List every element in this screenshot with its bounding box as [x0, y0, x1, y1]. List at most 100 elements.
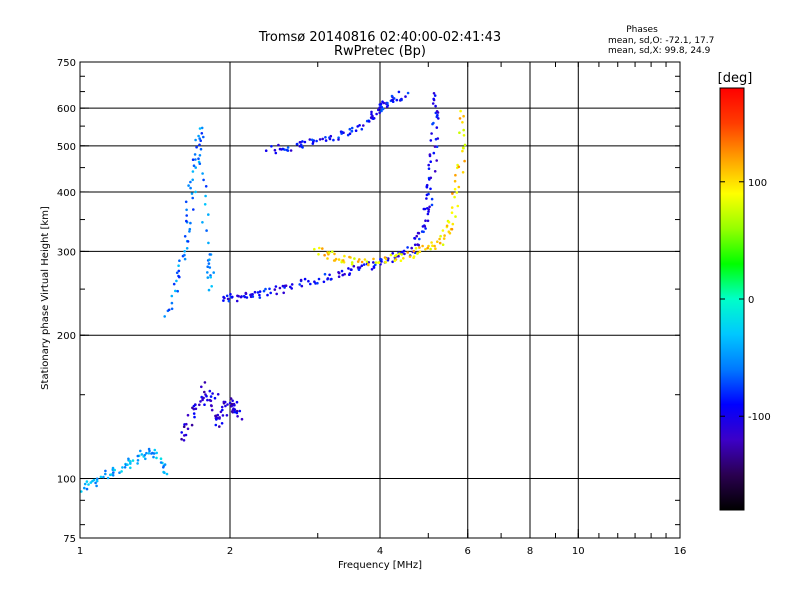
echo-point [350, 126, 354, 130]
echo-point [298, 144, 302, 148]
echo-point [462, 114, 465, 118]
echo-point [209, 395, 213, 398]
echo-point [207, 213, 210, 216]
echo-point [375, 112, 378, 116]
echo-point [199, 400, 202, 403]
echo-point [310, 138, 314, 142]
echo-point [453, 195, 456, 199]
echo-point [194, 190, 197, 194]
echo-point [236, 415, 239, 418]
echo-point [317, 253, 320, 256]
echo-point [427, 167, 431, 170]
echo-point [337, 275, 341, 279]
echo-point [425, 185, 429, 188]
echo-point [436, 240, 439, 243]
echo-point [191, 170, 195, 173]
echo-point [406, 91, 410, 95]
echo-point [458, 131, 461, 134]
echo-point [326, 277, 330, 280]
echo-point [340, 130, 344, 134]
echo-point [208, 266, 212, 269]
echo-point [106, 476, 110, 480]
colorbar-tick-label: 0 [748, 295, 754, 306]
echo-point [159, 461, 163, 464]
echo-point [186, 240, 190, 243]
echo-point [432, 92, 436, 95]
echo-point [129, 466, 132, 470]
colorbar-label: [deg] [718, 71, 753, 86]
echo-point [413, 243, 417, 247]
echo-point [118, 471, 121, 475]
echo-point [256, 291, 260, 294]
echo-point [354, 129, 358, 132]
echo-point [211, 392, 214, 395]
echo-point [225, 294, 229, 298]
echo-point [183, 253, 186, 257]
echo-point [210, 285, 213, 288]
x-tick-label: 16 [674, 546, 687, 557]
echo-point [337, 258, 341, 261]
echo-point [450, 227, 454, 231]
echo-point [321, 247, 324, 250]
echo-point [185, 422, 188, 426]
y-tick-label: 750 [57, 58, 76, 69]
echo-point [432, 97, 436, 101]
echo-point [451, 192, 454, 195]
echo-point [229, 397, 233, 400]
echo-point [397, 254, 400, 258]
phases-heading: Phases [626, 25, 658, 35]
echo-point [83, 486, 86, 490]
echo-point [422, 230, 425, 234]
echo-point [253, 290, 257, 294]
echo-point [425, 193, 429, 197]
echo-point [209, 275, 212, 279]
echo-point [262, 289, 266, 293]
echo-point [215, 418, 218, 421]
y-tick-label: 200 [57, 331, 76, 342]
echo-point [370, 268, 374, 271]
x-axis-ticks: 1 2 4 6 8 10 16 [77, 529, 687, 557]
echo-point [218, 425, 221, 428]
echo-point [120, 470, 123, 473]
y-tick-label: 600 [57, 104, 76, 115]
echo-point [350, 261, 354, 264]
echo-point [172, 282, 176, 286]
echo-point [458, 117, 462, 120]
echo-point [461, 149, 464, 153]
echo-point [230, 404, 233, 408]
echo-point [350, 263, 354, 266]
echo-point [197, 157, 200, 160]
chart-title: Tromsø 20140816 02:40:00-02:41:43 [258, 30, 501, 45]
echo-point [185, 214, 188, 217]
echo-point [413, 236, 416, 240]
echo-point [199, 139, 202, 142]
echo-point [362, 263, 366, 266]
echo-point [298, 283, 302, 286]
echo-point [190, 423, 194, 427]
x-axis-label: Frequency [MHz] [338, 560, 422, 571]
echo-point [461, 121, 464, 124]
echo-point [111, 474, 115, 477]
echo-point [85, 487, 89, 491]
echo-point [300, 284, 304, 288]
echo-point [313, 247, 316, 251]
echo-point [421, 225, 425, 228]
echo-point [371, 117, 375, 120]
x-tick-label: 2 [227, 546, 233, 557]
echo-point [183, 235, 187, 238]
echo-point [80, 490, 83, 493]
echo-point [350, 129, 354, 133]
echo-point [453, 187, 457, 191]
echo-point [192, 412, 196, 415]
echo-point [353, 257, 356, 260]
echo-point [286, 146, 290, 149]
echo-point [328, 251, 331, 254]
echo-point [443, 234, 446, 237]
echo-point [275, 292, 279, 296]
echo-point [462, 128, 466, 132]
echo-point [155, 451, 158, 455]
echo-point [402, 257, 405, 260]
echo-point [92, 478, 96, 482]
echo-point [174, 289, 177, 293]
